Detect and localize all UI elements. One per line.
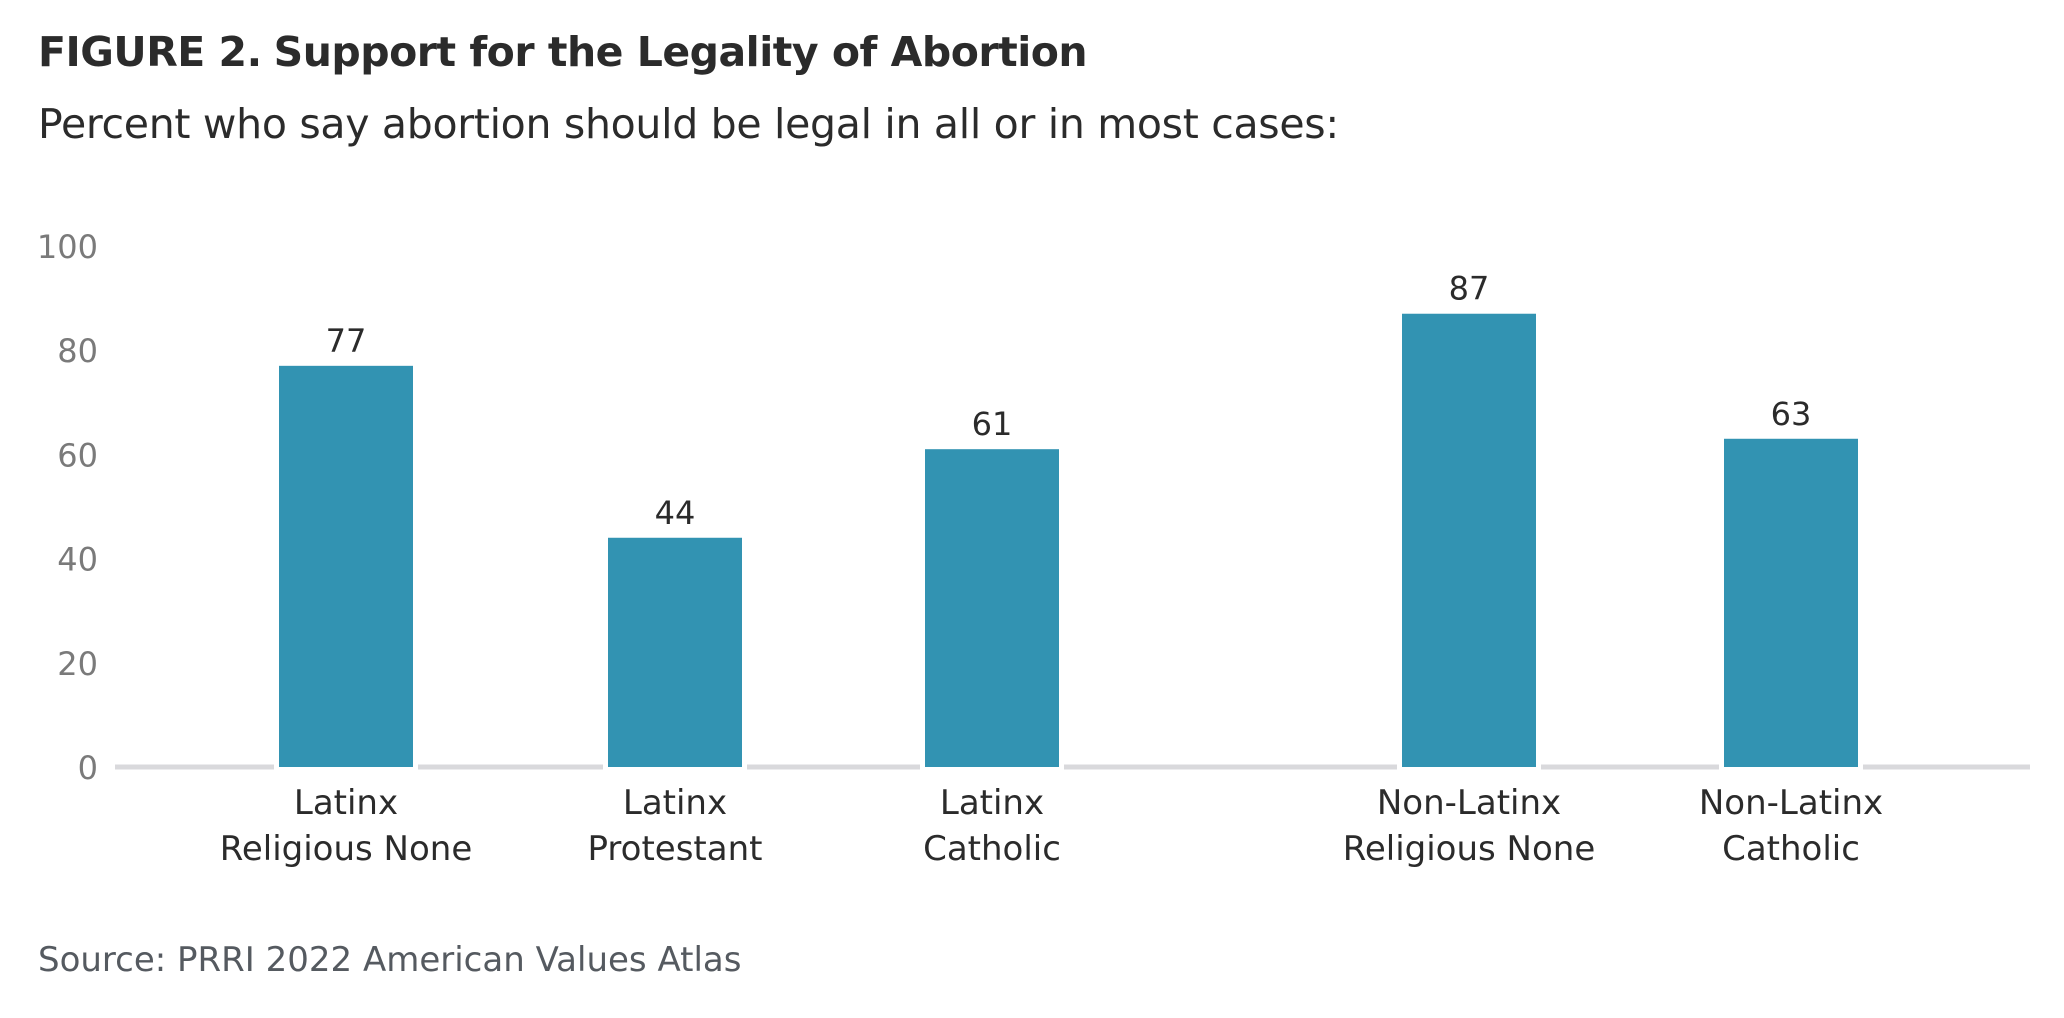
category-label: Protestant [588, 829, 763, 869]
data-label: 63 [1771, 395, 1812, 433]
bar [608, 537, 742, 767]
figure-title-text: Support for the Legality of Abortion [273, 28, 1088, 76]
y-tick-label: 60 [57, 436, 98, 474]
category-label: Religious None [220, 829, 473, 869]
y-tick-label: 20 [57, 645, 98, 683]
data-labels: 77 44 61 87 63 [326, 270, 1812, 532]
category-labels: Latinx Religious None Latinx Protestant Lati… [220, 783, 1883, 869]
y-axis: 0 20 40 60 80 100 [37, 228, 98, 787]
figure-subtitle: Percent who say abortion should be legal… [38, 100, 1339, 148]
y-tick-label: 80 [57, 332, 98, 370]
data-label: 77 [326, 322, 367, 360]
category-label: Religious None [1343, 829, 1596, 869]
y-tick-label: 100 [37, 228, 98, 266]
figure-title: FIGURE 2. Support for the Legality of Abo… [38, 28, 1088, 76]
y-tick-label: 0 [78, 749, 98, 787]
bar [925, 449, 1059, 767]
y-tick-label: 40 [57, 541, 98, 579]
category-label: Latinx [940, 783, 1044, 823]
bar [279, 365, 413, 767]
data-label: 61 [972, 405, 1013, 443]
bars [279, 313, 1858, 767]
bar-chart: 0 20 40 60 80 100 77 44 61 87 63 Latinx Religious … [37, 228, 2030, 869]
category-label: Non-Latinx [1377, 783, 1561, 823]
category-label: Catholic [923, 829, 1061, 869]
category-label: Catholic [1722, 829, 1860, 869]
data-label: 44 [655, 494, 696, 532]
source-note: Source: PRRI 2022 American Values Atlas [38, 940, 742, 980]
category-label: Latinx [623, 783, 727, 823]
data-label: 87 [1449, 270, 1490, 308]
category-label: Non-Latinx [1699, 783, 1883, 823]
bar [1724, 438, 1858, 767]
bar [1402, 313, 1536, 767]
figure-label: FIGURE 2. [38, 28, 262, 76]
category-label: Latinx [294, 783, 398, 823]
